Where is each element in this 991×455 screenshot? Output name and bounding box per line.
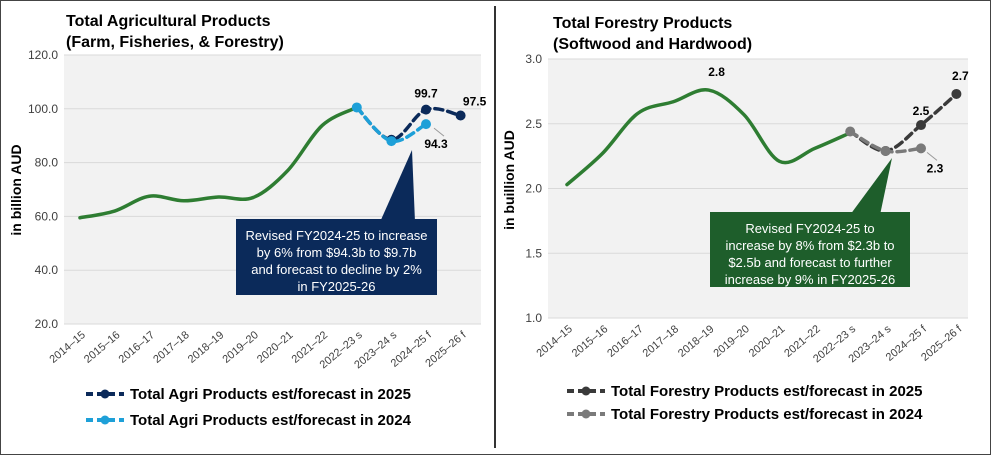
- forestry-series-2-point: [845, 126, 856, 137]
- agri-series-1-line: [355, 105, 463, 142]
- agri-y-tick-label: 120.0: [28, 48, 58, 62]
- agri-y-axis-label: in billion AUD: [8, 144, 24, 235]
- forestry-legend-2025-marker: [581, 386, 591, 396]
- agri-data-label: 99.7: [414, 87, 438, 101]
- agri-x-tick-label: 2017–18: [151, 329, 192, 366]
- forestry-series-0-line: [565, 88, 852, 187]
- agri-legend-2025-label: Total Agri Products est/forecast in 2025: [130, 386, 411, 403]
- agri-legend-2025-marker: [100, 389, 110, 399]
- forestry-data-label: 2.3: [927, 161, 944, 175]
- agri-legend-2024-marker: [100, 415, 110, 425]
- forestry-data-label: 2.7: [952, 69, 969, 83]
- forestry-x-tick-label: 2014–15: [534, 323, 575, 360]
- agri-series-2-point: [386, 136, 397, 147]
- forestry-callout-line: $2.5b and forecast to further: [728, 255, 892, 270]
- forestry-chart-subtitle: (Softwood and Hardwood): [553, 36, 752, 53]
- agri-callout-pointer: [380, 150, 415, 222]
- forestry-x-tick-label: 2025–26 f: [919, 322, 965, 363]
- forestry-chart: 1.0 1.5 2.0 2.5 3.0 2014–152015–162016–172017…: [525, 52, 969, 365]
- forestry-callout-line: increase by 8% from $2.3b to: [725, 238, 894, 253]
- agri-data-label-leader: [433, 127, 445, 137]
- forestry-y-tick-label: 2.0: [525, 182, 542, 196]
- forestry-legend-2024-marker: [581, 409, 591, 419]
- agri-data-label: 97.5: [463, 95, 487, 109]
- forestry-series-1-point: [951, 88, 962, 99]
- forestry-data-label: 2.8: [708, 65, 725, 79]
- forestry-series-2-point: [880, 145, 891, 156]
- forestry-legend-2025-label: Total Forestry Products est/forecast in …: [611, 383, 923, 400]
- forestry-callout-line: Revised FY2024-25 to: [745, 221, 874, 236]
- forestry-legend-2024-label: Total Forestry Products est/forecast in …: [611, 406, 923, 423]
- agri-x-tick-label: 2014–15: [47, 329, 88, 366]
- agri-callout-line: in FY2025-26: [297, 279, 375, 294]
- agri-callout-box: [236, 219, 437, 295]
- forestry-data-label-leader: [926, 151, 938, 161]
- forestry-x-tick-label: 2015–16: [570, 323, 611, 360]
- agri-chart-subtitle: (Farm, Fisheries, & Forestry): [66, 34, 284, 51]
- forestry-x-tick-label: 2017–18: [641, 323, 682, 360]
- agri-callout-line: by 6% from $94.3b to $9.7b: [257, 245, 417, 260]
- agri-legend: Total Agri Products est/forecast in 2025…: [86, 386, 412, 429]
- agri-series-1-point: [455, 110, 466, 121]
- forestry-y-tick-label: 1.0: [525, 311, 542, 325]
- agri-y-tick-label: 80.0: [35, 156, 59, 170]
- agri-series-2-point: [421, 119, 431, 130]
- forestry-y-axis-label: in buillion AUD: [501, 130, 517, 230]
- agri-chart-title: Total Agricultural Products: [66, 13, 271, 30]
- agri-data-label: 94.3: [424, 137, 448, 151]
- forestry-y-tick-label: 2.5: [525, 117, 542, 131]
- agri-chart: 20.0 40.0 60.0 80.0 100.0 120.0 2014–152015–16…: [28, 48, 487, 371]
- forestry-legend: Total Forestry Products est/forecast in …: [567, 383, 923, 423]
- agri-y-tick-label: 100.0: [28, 102, 58, 116]
- forestry-callout-pointer: [850, 158, 892, 215]
- forestry-callout-line: increase by 9% in FY2025-26: [725, 272, 896, 287]
- agri-callout-line: and forecast to decline by 2%: [251, 262, 422, 277]
- agri-x-tick-label: 2018–19: [186, 329, 227, 366]
- agri-series-0-line: [78, 105, 359, 220]
- agri-x-tick-label: 2019–20: [220, 329, 261, 366]
- forestry-x-tick-label: 2020–21: [747, 323, 788, 360]
- agri-x-tick-label: 2020–21: [255, 329, 296, 366]
- forestry-y-tick-label: 1.5: [525, 246, 542, 260]
- forestry-x-tick-label: 2019–20: [711, 323, 752, 360]
- forestry-y-tick-label: 3.0: [525, 52, 542, 66]
- agri-y-tick-label: 20.0: [35, 317, 59, 331]
- agri-series-1-point: [421, 104, 431, 115]
- agri-callout-line: Revised FY2024-25 to increase: [245, 228, 427, 243]
- panel-divider: [494, 6, 496, 448]
- agri-y-tick-label: 40.0: [35, 263, 59, 277]
- forestry-series-1-point: [916, 120, 926, 131]
- agri-series-2-point: [351, 102, 362, 113]
- forestry-chart-title: Total Forestry Products: [553, 15, 732, 32]
- forestry-callout-box: [710, 212, 910, 287]
- forestry-x-tick-label: 2016–17: [605, 323, 646, 360]
- agri-legend-2024-label: Total Agri Products est/forecast in 2024: [130, 412, 412, 429]
- forestry-series-2-point: [916, 143, 926, 154]
- agri-x-tick-label: 2016–17: [117, 329, 158, 366]
- forestry-data-label: 2.5: [913, 104, 930, 118]
- agri-y-tick-label: 60.0: [35, 209, 59, 223]
- forestry-x-tick-label: 2018–19: [676, 323, 717, 360]
- agri-x-tick-label: 2015–16: [82, 329, 123, 366]
